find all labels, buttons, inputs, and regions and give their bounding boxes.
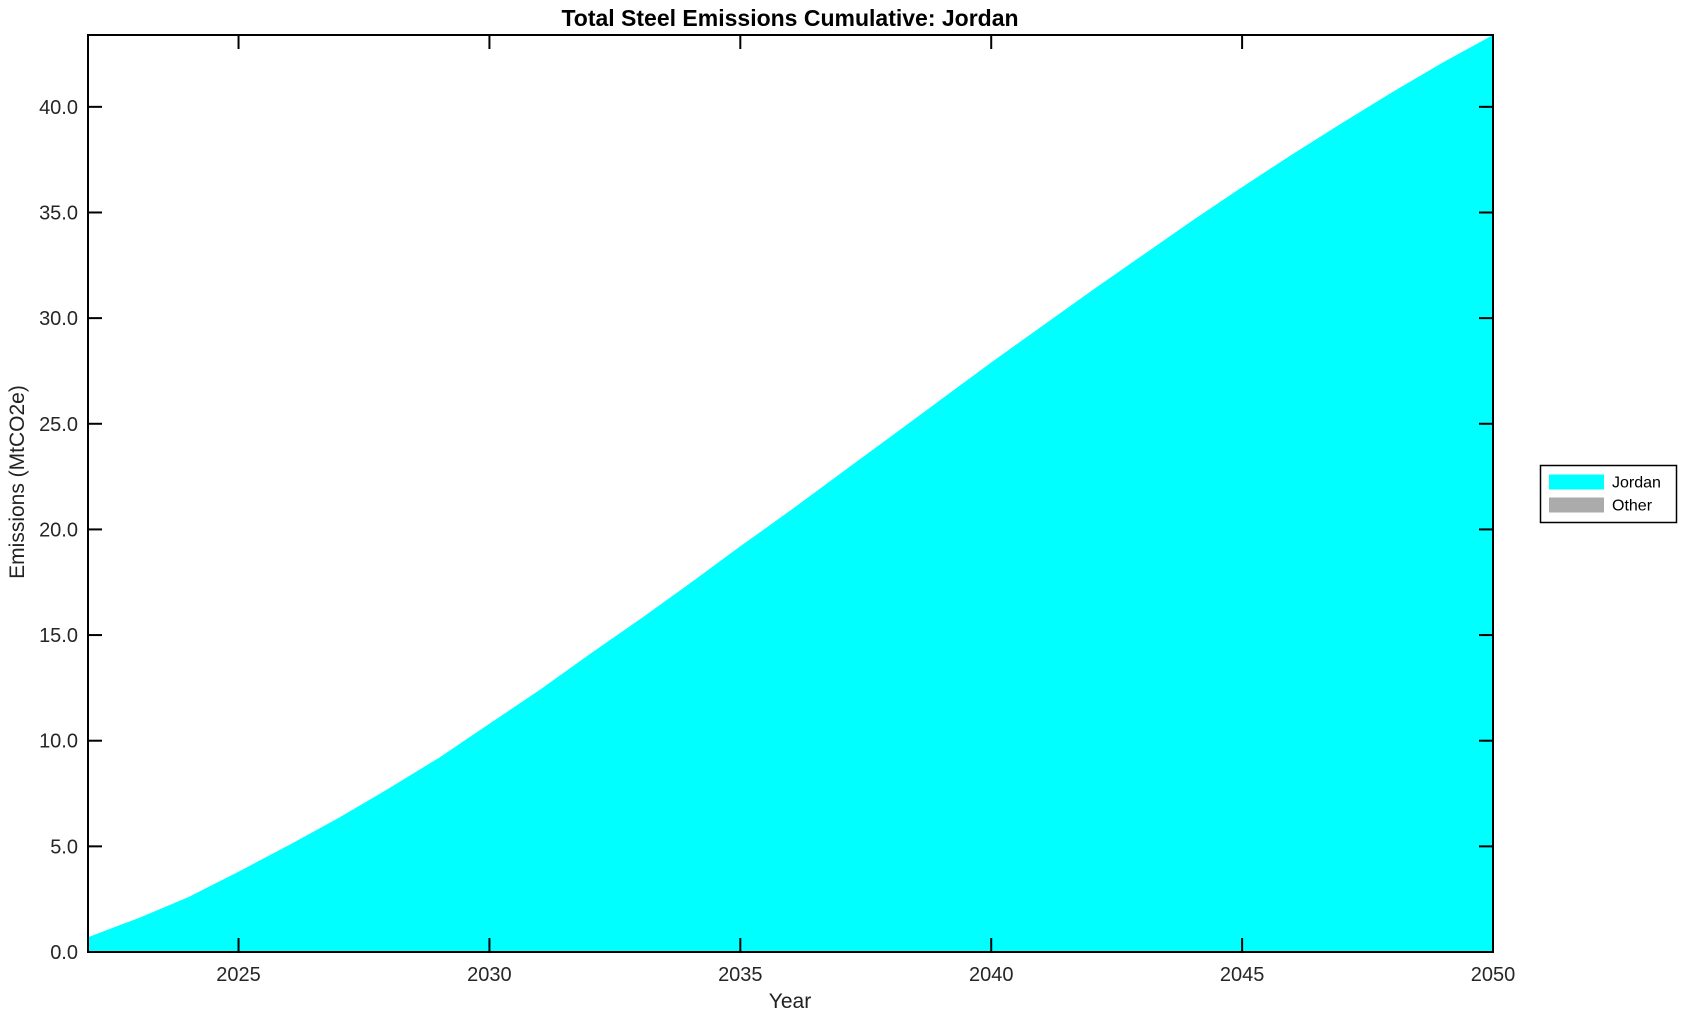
chart-title: Total Steel Emissions Cumulative: Jordan — [561, 5, 1018, 31]
legend-entry-other: Other — [1549, 497, 1653, 515]
y-tick-label: 30.0 — [39, 308, 78, 330]
y-tick-label: 10.0 — [39, 731, 78, 753]
x-tick-label: 2035 — [718, 964, 763, 986]
legend-label: Jordan — [1612, 475, 1661, 492]
legend-swatch-other — [1549, 497, 1604, 513]
x-tick-label: 2040 — [969, 964, 1014, 986]
y-tick-label: 25.0 — [39, 414, 78, 436]
x-axis-label: Year — [769, 990, 811, 1013]
legend: Jordan Other — [1539, 464, 1678, 524]
axis-ticks-group: 2025 2030 2035 2040 2045 2050 0.0 5.0 10.0 15.0 20… — [39, 35, 1515, 986]
plot-border — [87, 34, 1494, 953]
y-tick-label: 15.0 — [39, 625, 78, 647]
y-tick-label: 0.0 — [50, 942, 78, 964]
y-tick-label: 40.0 — [39, 97, 78, 119]
x-tick-label: 2045 — [1220, 964, 1265, 986]
x-tick-label: 2050 — [1471, 964, 1516, 986]
x-tick-label: 2025 — [216, 964, 261, 986]
y-axis-label: Emissions (MtCO2e) — [6, 385, 29, 579]
area-series-group — [88, 35, 1493, 952]
x-tick-label: 2030 — [467, 964, 512, 986]
y-tick-label: 35.0 — [39, 202, 78, 224]
legend-entry-jordan: Jordan — [1549, 474, 1661, 492]
legend-swatch-jordan — [1549, 474, 1604, 490]
y-tick-label: 20.0 — [39, 519, 78, 541]
y-tick-label: 5.0 — [50, 836, 78, 858]
legend-label: Other — [1612, 498, 1653, 515]
area-jordan — [88, 35, 1493, 952]
